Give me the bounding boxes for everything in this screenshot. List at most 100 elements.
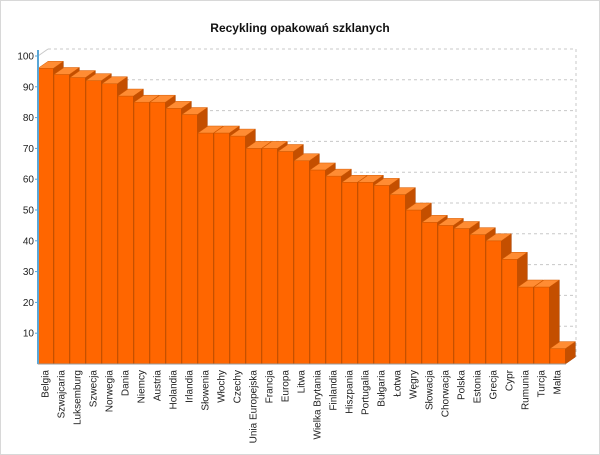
- bar-top: [229, 128, 257, 137]
- bar-front: [533, 286, 550, 365]
- x-tick-label: Litwa: [297, 370, 308, 394]
- bar-front: [421, 222, 438, 365]
- bar-front: [197, 132, 214, 365]
- bar-front: [437, 225, 454, 365]
- x-tick-label: Szwecja: [89, 370, 100, 408]
- y-tick-label: 90: [23, 82, 35, 93]
- x-tick-label: Portugalia: [361, 370, 372, 415]
- y-tick-label: 40: [23, 236, 35, 247]
- gridline-wall: [37, 48, 49, 57]
- bar-top: [325, 168, 353, 177]
- x-tick-label: Polska: [457, 370, 468, 400]
- x-tick-label: Finlandia: [329, 370, 340, 411]
- bar-top: [85, 73, 113, 81]
- x-tick-label: Belgia: [41, 370, 52, 398]
- bar-front: [213, 132, 230, 365]
- x-tick-label: Chorwacja: [441, 370, 452, 418]
- x-tick-label: Wielka Brytania: [313, 370, 324, 440]
- bar-top: [277, 144, 305, 152]
- bar-top: [197, 125, 225, 134]
- bar-front: [277, 151, 294, 365]
- bar-front: [549, 348, 566, 365]
- bar-front: [245, 148, 262, 365]
- x-tick-label: Europa: [281, 370, 292, 403]
- bar-front: [165, 108, 182, 365]
- y-tick-label: 70: [23, 144, 35, 155]
- bar-top: [117, 88, 145, 97]
- bar-top: [133, 94, 161, 103]
- axes: [35, 50, 566, 365]
- bar-top: [37, 61, 65, 69]
- x-tick-label: Estonia: [473, 370, 484, 404]
- x-tick-label: Irlandia: [185, 370, 196, 403]
- x-tick-label: Grecja: [489, 370, 500, 400]
- bar-front: [341, 181, 358, 365]
- bar-top: [389, 187, 417, 195]
- bar-front: [485, 240, 502, 365]
- bar-top: [421, 215, 449, 223]
- bar-front: [309, 169, 326, 365]
- x-tick-label: Włochy: [217, 370, 228, 403]
- bars: [37, 60, 577, 365]
- y-tick-label: 100: [17, 52, 34, 63]
- bar-top: [469, 227, 497, 235]
- bar-front: [181, 114, 198, 365]
- x-tick-label: Luksemburg: [73, 370, 84, 425]
- x-tick-label: Hiszpania: [345, 370, 356, 414]
- bar-top: [293, 153, 321, 161]
- bar-top: [101, 76, 129, 84]
- y-tick-label: 10: [23, 329, 35, 340]
- x-tick-label: Cypr: [505, 369, 516, 391]
- bar-top: [245, 141, 273, 149]
- bar-front: [373, 185, 390, 365]
- x-tick-labels: Belgia Szwajcaria Luksemburg Szwecja Norwegi…: [41, 369, 564, 443]
- x-tick-label: Słowenia: [201, 370, 212, 411]
- bar-top: [149, 94, 177, 103]
- bar-top: [549, 341, 577, 349]
- bar-top: [357, 175, 385, 183]
- x-tick-label: Holandia: [169, 370, 180, 410]
- y-tick-label: 20: [23, 298, 35, 309]
- bar-front: [501, 258, 518, 365]
- bar-top: [53, 67, 81, 75]
- bar-front: [293, 160, 310, 365]
- y-tick-label: 60: [23, 175, 35, 186]
- bar-front: [85, 80, 102, 365]
- bar-front: [517, 286, 534, 365]
- y-tick-label: 50: [23, 206, 35, 217]
- bar-top: [373, 178, 401, 186]
- y-tick-label: 30: [23, 267, 35, 278]
- bar-top: [517, 279, 545, 288]
- bar-front: [261, 148, 278, 365]
- bar-top: [437, 218, 465, 226]
- bar-front: [37, 68, 54, 365]
- bar-front: [469, 234, 486, 365]
- x-tick-label: Łotwa: [393, 370, 404, 397]
- bar-front: [325, 175, 342, 365]
- y-tick-label: 80: [23, 113, 35, 124]
- bar-front: [117, 95, 134, 365]
- chart-title: Recykling opakowań szklanych: [210, 21, 389, 35]
- bar-front: [53, 74, 70, 365]
- bar-top: [453, 221, 481, 229]
- bar-front: [69, 77, 86, 365]
- bar-top: [405, 202, 433, 211]
- bar-top: [485, 233, 513, 242]
- bar-front: [101, 83, 118, 365]
- x-tick-label: Czechy: [233, 370, 244, 403]
- x-tick-label: Austria: [153, 370, 164, 402]
- bar-front: [389, 194, 406, 365]
- bar-top: [213, 125, 241, 134]
- bar-top: [341, 175, 369, 183]
- bar-front: [149, 101, 166, 365]
- x-tick-label: Rumunia: [521, 370, 532, 410]
- bar-front: [229, 135, 246, 365]
- bar-front: [357, 181, 374, 365]
- bar-top: [165, 101, 193, 109]
- x-tick-label: Słowacja: [425, 370, 436, 410]
- bar-top: [309, 162, 337, 171]
- x-tick-label: Francja: [265, 370, 276, 404]
- bar-top: [69, 70, 97, 78]
- x-tick-label: Dania: [121, 370, 132, 397]
